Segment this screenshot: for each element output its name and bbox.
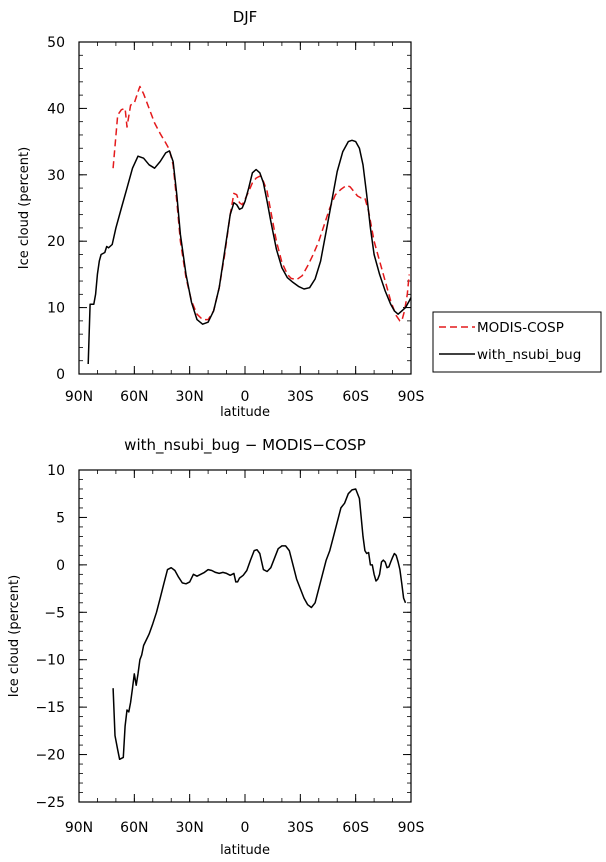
y-tick-label: 0	[56, 367, 65, 383]
y-axis-label: Ice cloud (percent)	[7, 575, 22, 697]
x-axis-label: latitude	[220, 843, 270, 858]
x-tick-label: 90S	[398, 389, 425, 405]
y-tick-label: 50	[47, 35, 65, 51]
y-tick-label: 20	[47, 234, 65, 250]
y-tick-label: −20	[35, 748, 65, 764]
legend-box	[432, 311, 602, 373]
y-tick-label: −15	[35, 700, 65, 716]
legend-label: with_nsubi_bug	[477, 347, 581, 363]
x-tick-label: 30N	[176, 389, 204, 405]
y-tick-label: −10	[35, 653, 65, 669]
y-tick-label: 40	[47, 101, 65, 117]
legend: MODIS-COSP with_nsubi_bug	[432, 311, 602, 373]
y-tick-label: −25	[35, 795, 65, 811]
x-tick-label: 0	[241, 820, 250, 836]
x-tick-label: 90N	[65, 389, 93, 405]
plot-frame	[78, 41, 412, 375]
y-tick-label: 10	[47, 301, 65, 317]
x-tick-label: 90S	[398, 820, 425, 836]
bottom-panel: with_nsubi_bug − MODIS−COSP 90N 60N 30N 0 30S…	[7, 436, 424, 858]
y-tick-label: −5	[44, 605, 65, 621]
chart-title: DJF	[233, 8, 258, 26]
y-axis-label: Ice cloud (percent)	[17, 147, 32, 269]
top-panel: DJF 90N 60N 30N 0 30S 60S 90S 0 10 20 30 40 50 latitud…	[17, 8, 602, 420]
x-tick-label: 60S	[342, 389, 369, 405]
x-tick-label: 0	[241, 389, 250, 405]
x-tick-label: 30N	[176, 820, 204, 836]
x-tick-label: 60N	[120, 820, 148, 836]
series-line-modis-cosp	[112, 85, 410, 322]
x-tick-label: 30S	[287, 820, 314, 836]
chart-title: with_nsubi_bug − MODIS−COSP	[124, 436, 366, 455]
series-line-with-nsubi-bug	[87, 139, 412, 365]
y-tick-label: 10	[47, 463, 65, 479]
y-tick-label: 30	[47, 168, 65, 184]
legend-label: MODIS-COSP	[477, 320, 564, 336]
x-tick-label: 30S	[287, 389, 314, 405]
y-tick-label: 5	[56, 510, 65, 526]
x-axis-label: latitude	[220, 405, 270, 420]
y-tick-label: 0	[56, 558, 65, 574]
x-tick-label: 60S	[342, 820, 369, 836]
x-tick-label: 90N	[65, 820, 93, 836]
x-tick-label: 60N	[120, 389, 148, 405]
series-line-difference	[112, 488, 407, 761]
